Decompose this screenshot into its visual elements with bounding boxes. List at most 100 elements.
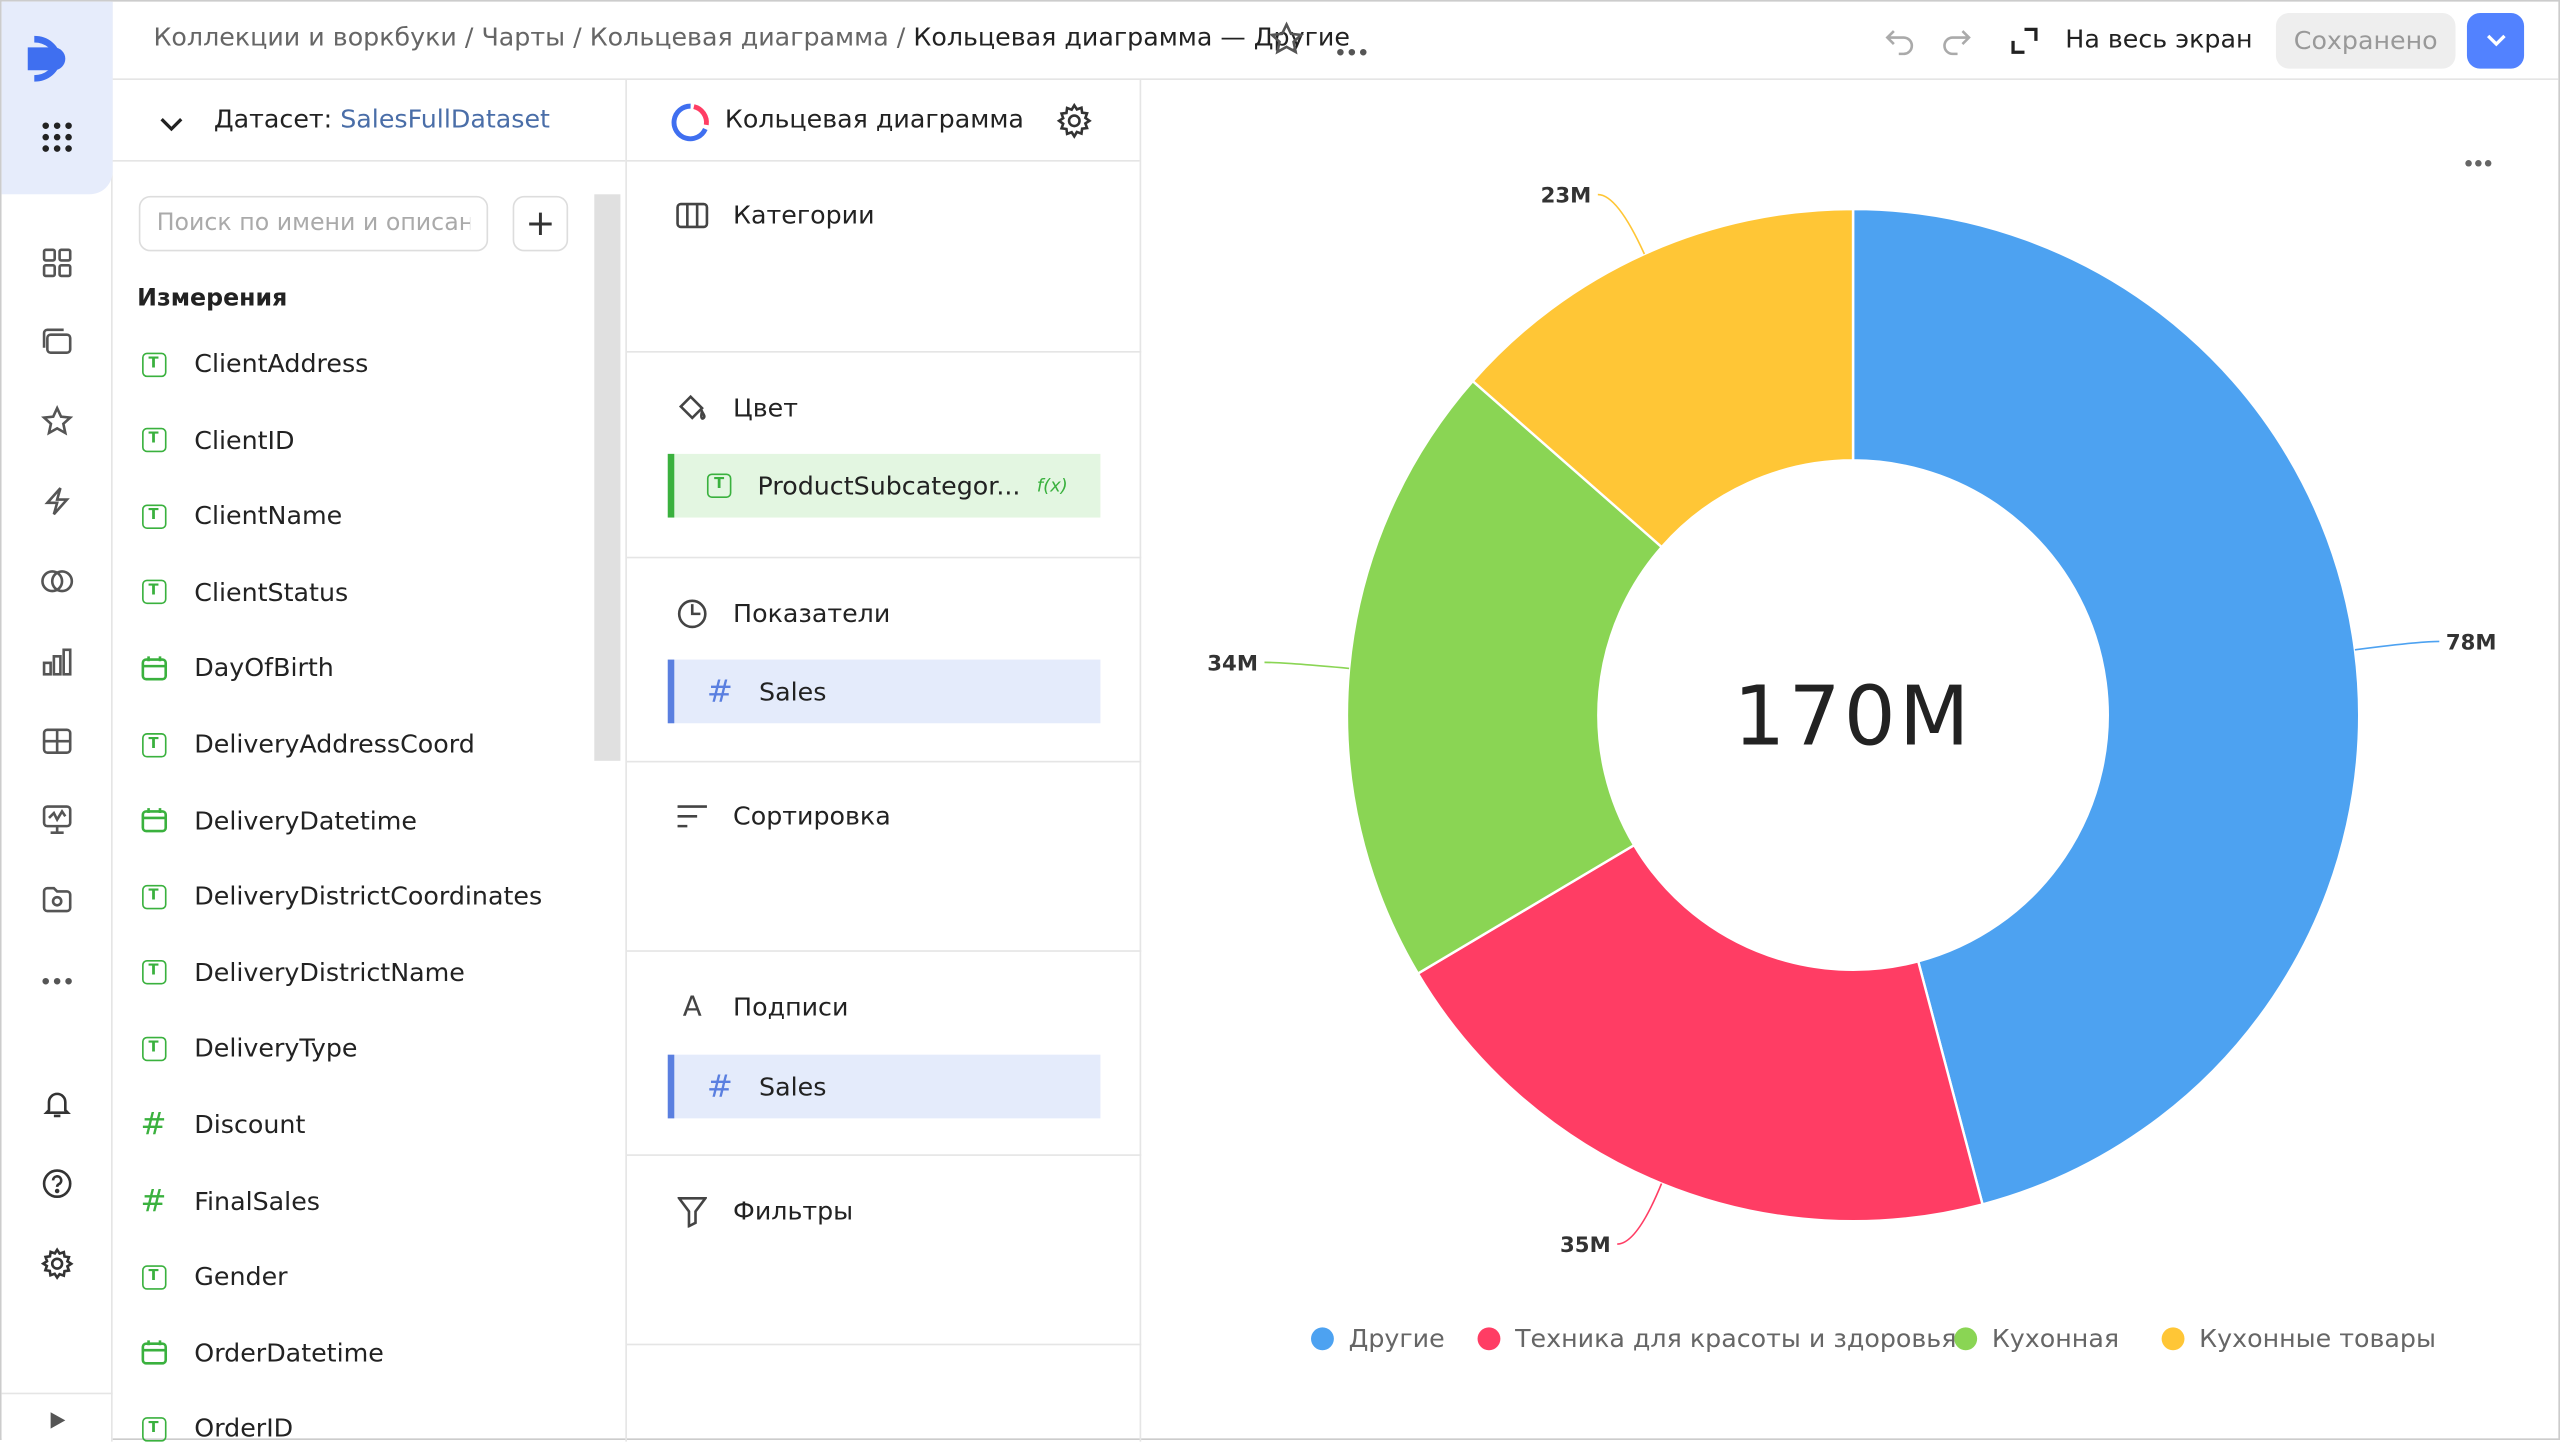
- donut-slice[interactable]: [1416, 843, 1985, 1223]
- add-field-button[interactable]: +: [512, 195, 569, 252]
- text-type-icon: T: [706, 473, 732, 498]
- legend-dot-icon: [1477, 1327, 1501, 1351]
- field-name: DeliveryDatetime: [194, 805, 417, 836]
- connections-icon[interactable]: [38, 562, 77, 601]
- field-item[interactable]: OrderDatetime: [139, 1329, 384, 1378]
- field-search-input[interactable]: [138, 195, 489, 252]
- breadcrumb-item[interactable]: Чарты: [481, 22, 566, 53]
- field-item[interactable]: T ClientStatus: [139, 568, 348, 617]
- datasets-icon[interactable]: [38, 722, 77, 761]
- breadcrumb-item[interactable]: Коллекции и воркбуки: [153, 22, 457, 53]
- data-label: 35M: [1560, 1233, 1611, 1258]
- field-item[interactable]: # Discount: [139, 1100, 306, 1149]
- field-item[interactable]: T DeliveryDistrictName: [139, 948, 465, 997]
- settings-gear-icon[interactable]: [38, 1244, 77, 1283]
- collections-icon[interactable]: [38, 322, 77, 361]
- donut-slice[interactable]: [1471, 207, 1855, 549]
- text-type-icon: T: [139, 1034, 168, 1063]
- field-item[interactable]: T DeliveryAddressCoord: [139, 720, 475, 769]
- text-type-icon: T: [139, 578, 168, 607]
- section-measures: Показатели # Sales: [626, 558, 1142, 763]
- fullscreen-icon[interactable]: [2008, 24, 2041, 63]
- notifications-bell-icon[interactable]: [38, 1084, 77, 1123]
- breadcrumb-item[interactable]: Кольцевая диаграмма: [589, 22, 889, 53]
- donut-slice[interactable]: [1851, 207, 2361, 1206]
- field-item[interactable]: T OrderID: [139, 1405, 293, 1454]
- apps-grid-icon[interactable]: [38, 118, 77, 157]
- measure-field-chip[interactable]: # Sales: [667, 659, 1101, 724]
- field-name: OrderDatetime: [194, 1338, 384, 1368]
- label-connector: [1264, 661, 1350, 670]
- expand-sidebar-icon[interactable]: [38, 1401, 77, 1440]
- legend-item[interactable]: Техника для красоты и здоровья: [1477, 1324, 1956, 1353]
- legend-label: Другие: [1348, 1324, 1445, 1354]
- fullscreen-button[interactable]: На весь экран: [2065, 24, 2253, 54]
- favorite-star-icon[interactable]: [1268, 21, 1305, 63]
- top-bar: Коллекции и воркбуки / Чарты / Кольцевая…: [112, 2, 2559, 80]
- section-title: Цвет: [733, 393, 798, 423]
- legend-item[interactable]: Кухонная: [1954, 1324, 2119, 1353]
- field-item[interactable]: DayOfBirth: [139, 644, 334, 693]
- field-name: OrderID: [194, 1414, 294, 1444]
- field-item[interactable]: T ClientID: [139, 416, 295, 465]
- visualization-panel: Кольцевая диаграмма Категории Цвет T Prod…: [626, 79, 1142, 1442]
- number-type-icon: #: [140, 1183, 167, 1219]
- field-name: ClientName: [194, 501, 343, 531]
- redo-icon[interactable]: [1940, 24, 1973, 63]
- legend-label: Кухонные товары: [2199, 1324, 2436, 1354]
- data-label: 78M: [2446, 631, 2497, 656]
- favorites-star-icon[interactable]: [38, 402, 77, 441]
- field-item[interactable]: T DeliveryDistrictCoordinates: [139, 872, 542, 921]
- donut-slice[interactable]: [1345, 379, 1664, 976]
- legend-item[interactable]: Другие: [1311, 1324, 1445, 1353]
- legend-label: Кухонная: [1991, 1324, 2120, 1354]
- chart-menu-dots-icon[interactable]: [2464, 145, 2493, 174]
- section-labels: A Подписи # Sales: [626, 952, 1142, 1156]
- breadcrumb: Коллекции и воркбуки / Чарты / Кольцевая…: [153, 22, 1350, 53]
- section-categories: Категории: [626, 162, 1142, 353]
- collapse-chevron-icon[interactable]: [158, 111, 184, 140]
- text-type-icon: T: [139, 1262, 168, 1291]
- visualization-type-selector[interactable]: Кольцевая диаграмма: [724, 104, 1024, 134]
- chart-settings-gear-icon[interactable]: [1056, 102, 1092, 145]
- field-item[interactable]: # FinalSales: [139, 1176, 320, 1225]
- chevron-down-icon: [2486, 34, 2505, 47]
- field-item[interactable]: T ClientName: [139, 492, 342, 541]
- folder-icon[interactable]: [38, 880, 77, 919]
- number-type-icon: #: [706, 1068, 733, 1105]
- more-menu-icon[interactable]: [1336, 34, 1369, 63]
- field-name: Discount: [194, 1110, 306, 1140]
- left-navigation: [1, 1, 113, 1442]
- lightning-icon[interactable]: [38, 482, 77, 521]
- paint-bucket-icon: [676, 392, 709, 425]
- more-dots-icon[interactable]: [38, 962, 77, 1001]
- field-item[interactable]: DeliveryDatetime: [139, 796, 417, 845]
- scrollbar[interactable]: [594, 175, 621, 1442]
- text-type-icon: T: [139, 349, 168, 378]
- label-field-chip[interactable]: # Sales: [667, 1054, 1101, 1119]
- legend-dot-icon: [2161, 1327, 2185, 1351]
- total-label: 170M: [1733, 669, 1972, 764]
- legend-item[interactable]: Кухонные товары: [2161, 1324, 2436, 1354]
- undo-icon[interactable]: [1884, 24, 1917, 63]
- dashboards-icon[interactable]: [38, 243, 77, 282]
- saved-button[interactable]: Сохранено: [2275, 13, 2456, 69]
- field-item[interactable]: T Gender: [139, 1253, 288, 1302]
- field-name: DeliveryType: [194, 1034, 358, 1064]
- save-options-dropdown[interactable]: [2466, 13, 2525, 69]
- legend-dot-icon: [1311, 1327, 1334, 1351]
- label-connector: [1597, 193, 1646, 255]
- field-item[interactable]: T DeliveryType: [139, 1024, 358, 1073]
- color-field-chip[interactable]: T ProductSubcategor... f(x): [667, 453, 1101, 518]
- text-type-icon: T: [139, 502, 168, 531]
- charts-icon[interactable]: [38, 642, 77, 681]
- section-title: Фильтры: [733, 1196, 854, 1227]
- section-title: Подписи: [733, 992, 849, 1023]
- monitoring-icon[interactable]: [38, 800, 77, 839]
- logo-icon[interactable]: [24, 34, 89, 83]
- help-icon[interactable]: [38, 1164, 77, 1203]
- field-name: ProductSubcategor...: [757, 471, 1021, 501]
- field-item[interactable]: T ClientAddress: [139, 340, 368, 389]
- dataset-name-link[interactable]: SalesFullDataset: [340, 104, 550, 134]
- data-label: 34M: [1207, 652, 1258, 677]
